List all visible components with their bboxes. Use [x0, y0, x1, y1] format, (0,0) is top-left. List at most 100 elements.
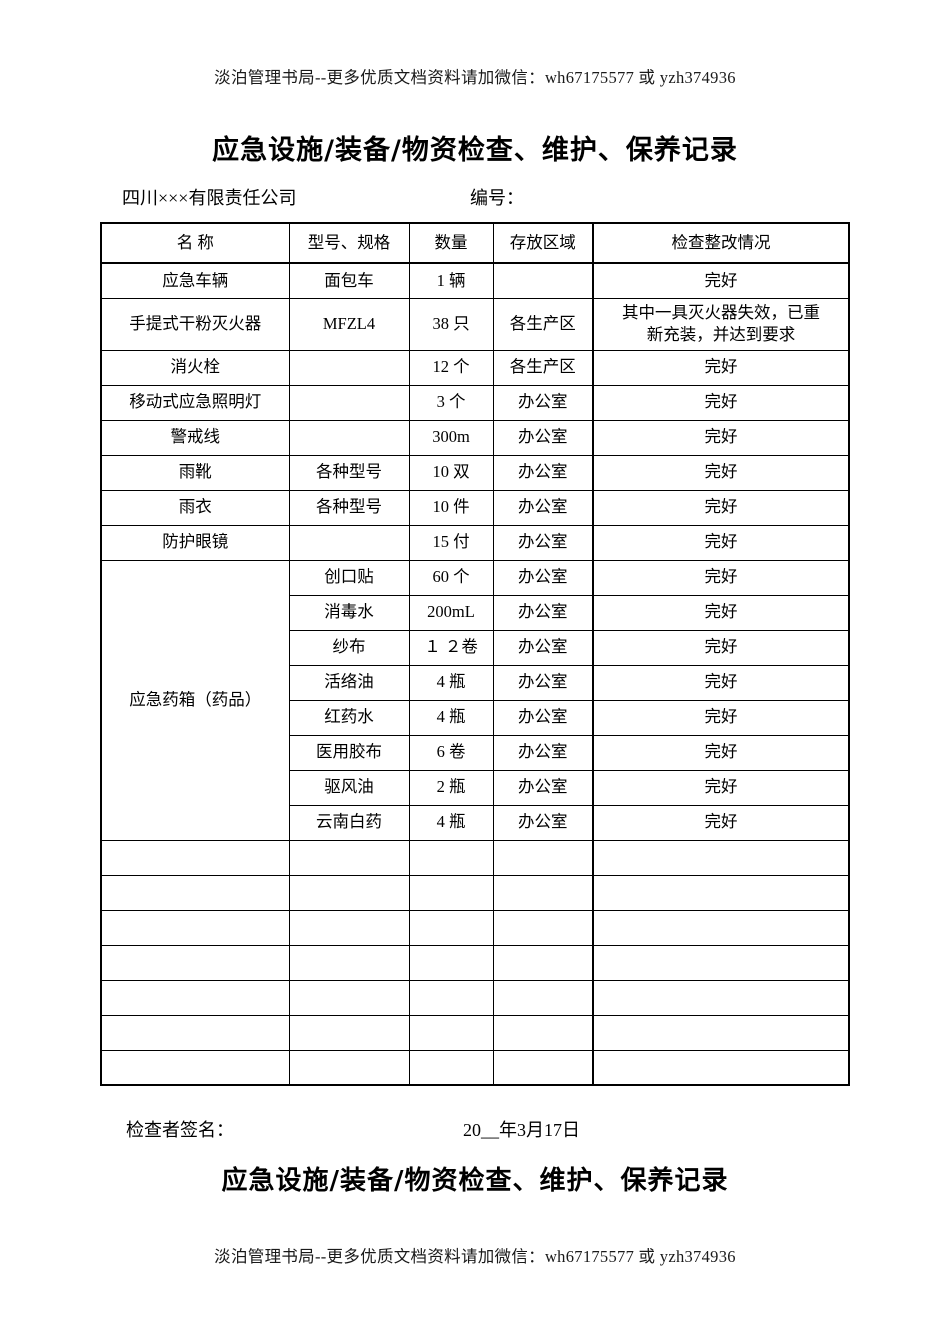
cell-location: 办公室 [492, 734, 594, 771]
cell-name: 雨衣 [100, 489, 290, 526]
column-header: 数量 [408, 222, 494, 264]
column-header: 名 称 [100, 222, 290, 264]
cell-status: 完好 [592, 734, 850, 771]
cell-blank [100, 1049, 290, 1086]
page-title: 应急设施/装备/物资检查、维护、保养记录 [212, 135, 738, 166]
table-row-blank [100, 909, 850, 946]
cell-blank [592, 944, 850, 981]
inspector-signature-label: 检查者签名： [126, 1120, 234, 1140]
watermark-top: 淡泊管理书局--更多优质文档资料请加微信：wh67175577 或 yzh374… [214, 68, 736, 87]
cell-location: 办公室 [492, 419, 594, 456]
cell-quantity: 38 只 [408, 297, 494, 351]
status-note-line: 新充装，并达到要求 [646, 325, 796, 344]
cell-blank [288, 1014, 410, 1051]
cell-name: 消火栓 [100, 349, 290, 386]
cell-blank [592, 839, 850, 876]
table-row: 移动式应急照明灯 3 个办公室 完好 [100, 384, 850, 421]
cell-quantity: 4 瓶 [408, 699, 494, 736]
cell-blank [592, 979, 850, 1016]
cell-quantity: 3 个 [408, 384, 494, 421]
cell-blank [100, 979, 290, 1016]
cell-quantity: 15 付 [408, 524, 494, 561]
cell-model: 各种型号 [288, 489, 410, 526]
cell-blank [288, 944, 410, 981]
cell-location [492, 262, 594, 299]
table-row: 消毒水 200mL 办公室 完好 [101, 594, 850, 631]
cell-blank [492, 944, 594, 981]
cell-blank [492, 909, 594, 946]
cell-location: 办公室 [492, 664, 594, 701]
table-row: 云南白药 4 瓶办公室 完好 [101, 804, 850, 841]
cell-model: 各种型号 [288, 454, 410, 491]
cell-blank [100, 909, 290, 946]
cell-model: 红药水 [288, 699, 410, 736]
table-row-blank [100, 874, 850, 911]
cell-name: 雨靴 [100, 454, 290, 491]
cell-status: 完好 [592, 384, 850, 421]
cell-location: 办公室 [492, 489, 594, 526]
table-row: 应急车辆 面包车 1 辆 完好 [100, 262, 850, 299]
cell-model: 医用胶布 [288, 734, 410, 771]
table-row: 驱风油 2 瓶办公室 完好 [101, 769, 850, 806]
cell-quantity: 4 瓶 [408, 804, 494, 841]
cell-location: 办公室 [492, 524, 594, 561]
cell-blank [408, 839, 494, 876]
cell-location: 各生产区 [492, 349, 594, 386]
cell-status: 完好 [592, 524, 850, 561]
cell-status: 完好 [592, 419, 850, 456]
table-row: 应急药箱（药品） 创口贴 60 个办公室 完好 [100, 559, 850, 841]
footer-signature-line: 检查者签名： 20__年3月17日 [0, 1116, 950, 1142]
cell-status: 完好 [592, 349, 850, 386]
cell-name: 防护眼镜 [100, 524, 290, 561]
cell-quantity: 12 个 [408, 349, 494, 386]
cell-quantity: 200mL [408, 594, 494, 631]
cell-status: 完好 [592, 664, 850, 701]
cell-status: 完好 [592, 594, 850, 631]
cell-name: 移动式应急照明灯 [100, 384, 290, 421]
cell-location: 办公室 [492, 559, 594, 596]
cell-blank [408, 979, 494, 1016]
cell-model: 消毒水 [288, 594, 410, 631]
cell-status: 完好 [592, 629, 850, 666]
cell-blank [408, 909, 494, 946]
cell-blank [408, 1014, 494, 1051]
cell-status: 其中一具灭火器失效，已重 新充装，并达到要求 [592, 297, 850, 351]
cell-blank [592, 909, 850, 946]
column-header: 检查整改情况 [592, 222, 850, 264]
table-row: 防护眼镜 15 付办公室 完好 [100, 524, 850, 561]
cell-location: 各生产区 [492, 297, 594, 351]
table-row: 警戒线 300m 办公室 完好 [100, 419, 850, 456]
cell-blank [592, 874, 850, 911]
subheader: 四川×××有限责任公司 编号： [0, 184, 950, 210]
cell-quantity: 60 个 [408, 559, 494, 596]
cell-blank [408, 944, 494, 981]
cell-blank [492, 1049, 594, 1086]
page-title-bottom: 应急设施/装备/物资检查、维护、保养记录 [221, 1166, 729, 1196]
cell-quantity: 4 瓶 [408, 664, 494, 701]
cell-model [288, 384, 410, 421]
table-row: 纱布 １ ２卷 办公室 完好 [101, 629, 850, 666]
cell-model [288, 419, 410, 456]
cell-status: 完好 [592, 699, 850, 736]
table-row: 雨衣 各种型号 10 件办公室 完好 [100, 489, 850, 526]
inspection-date: 20__年3月17日 [463, 1120, 580, 1140]
cell-name: 手提式干粉灭火器 [100, 297, 290, 351]
status-note-line: 其中一具灭火器失效，已重 [622, 302, 820, 322]
table-row: 手提式干粉灭火器 MFZL4 38 只各生产区 其中一具灭火器失效，已重 新充装，并达到… [100, 297, 850, 351]
cell-blank [492, 979, 594, 1016]
table-row-blank [100, 979, 850, 1016]
serial-number-label: 编号： [470, 188, 524, 208]
table-row: 活络油 4 瓶办公室 完好 [101, 664, 850, 701]
cell-location: 办公室 [492, 769, 594, 806]
cell-name-merged: 应急药箱（药品） [100, 559, 290, 841]
cell-blank [288, 909, 410, 946]
cell-status: 完好 [592, 489, 850, 526]
cell-blank [288, 874, 410, 911]
cell-blank [408, 1049, 494, 1086]
cell-name: 应急车辆 [100, 262, 290, 299]
table-row-blank [100, 839, 850, 876]
cell-blank [492, 874, 594, 911]
cell-location: 办公室 [492, 384, 594, 421]
cell-blank [288, 839, 410, 876]
